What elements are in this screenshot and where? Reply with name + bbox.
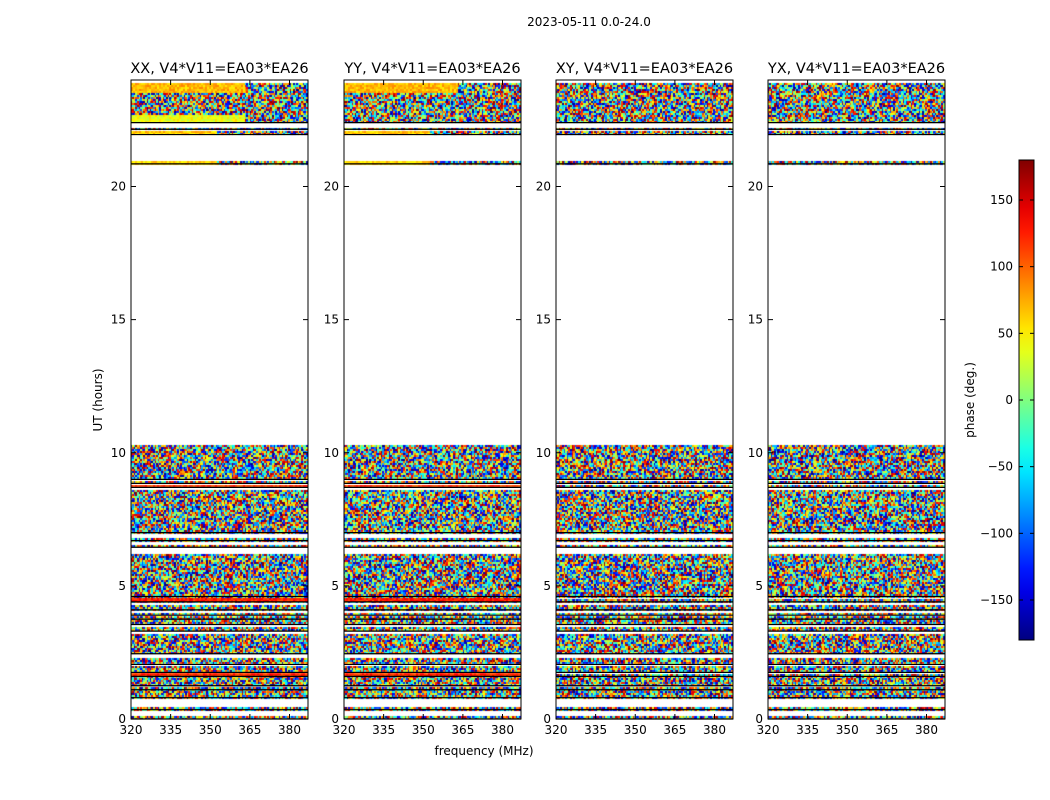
x-tick-label: 365 [663, 723, 686, 737]
x-tick-label: 350 [412, 723, 435, 737]
colorbar-tick-label: 100 [990, 260, 1013, 274]
panel-xy: XY, V4*V11=EA03*EA26 320 335 350 365 380 0 5 10 1… [536, 61, 734, 737]
panel-title: YX, V4*V11=EA03*EA26 [767, 61, 945, 77]
x-tick-label: 320 [120, 723, 143, 737]
panels: XX, V4*V11=EA03*EA26 320 335 350 365 380 0 5 10 1… [111, 61, 946, 737]
phase-image-xx [131, 80, 308, 719]
colorbar-tick-label: 50 [998, 326, 1013, 340]
panel-xx: XX, V4*V11=EA03*EA26 320 335 350 365 380 0 5 10 1… [111, 61, 309, 737]
x-tick-label: 365 [875, 723, 898, 737]
x-tick-label: 335 [372, 723, 395, 737]
x-tick-label: 380 [278, 723, 301, 737]
y-tick-label: 20 [324, 180, 339, 194]
panel-title: XY, V4*V11=EA03*EA26 [556, 61, 733, 77]
colorbar-tick-label: 150 [990, 193, 1013, 207]
y-tick-label: 0 [755, 712, 763, 726]
panel-yy: YY, V4*V11=EA03*EA26 320 335 350 365 380 0 5 10 1… [324, 61, 522, 737]
y-tick-label: 0 [118, 712, 126, 726]
y-axis-label: UT (hours) [91, 368, 105, 431]
colorbar-tick-label: 0 [1005, 393, 1013, 407]
x-tick-label: 335 [584, 723, 607, 737]
x-tick-label: 320 [757, 723, 780, 737]
x-tick-label: 350 [199, 723, 222, 737]
y-tick-label: 20 [748, 180, 763, 194]
y-tick-label: 15 [748, 313, 763, 327]
x-tick-label: 320 [545, 723, 568, 737]
colorbar-tick-label: −50 [988, 460, 1013, 474]
y-tick-label: 10 [536, 446, 551, 460]
y-tick-label: 5 [543, 579, 551, 593]
axes-frame [767, 79, 946, 720]
panel-yx: YX, V4*V11=EA03*EA26 320 335 350 365 380 0 5 10 1… [748, 61, 946, 737]
colorbar-tick-label: −150 [980, 593, 1013, 607]
colorbar-tick-label: −100 [980, 526, 1013, 540]
phase-image-yx [768, 80, 945, 719]
y-tick-label: 0 [331, 712, 339, 726]
y-tick-label: 15 [536, 313, 551, 327]
panel-title: XX, V4*V11=EA03*EA26 [130, 61, 308, 77]
axes-frame [130, 79, 309, 720]
y-tick-label: 20 [111, 180, 126, 194]
y-tick-label: 0 [543, 712, 551, 726]
phase-image-xy [556, 80, 733, 719]
y-tick-label: 5 [755, 579, 763, 593]
x-tick-label: 365 [451, 723, 474, 737]
y-tick-label: 20 [536, 180, 551, 194]
colorbar-label: phase (deg.) [963, 362, 977, 438]
y-tick-label: 15 [324, 313, 339, 327]
panel-title: YY, V4*V11=EA03*EA26 [343, 61, 520, 77]
x-tick-label: 365 [238, 723, 261, 737]
x-tick-label: 350 [624, 723, 647, 737]
y-tick-label: 10 [324, 446, 339, 460]
y-tick-label: 5 [118, 579, 126, 593]
x-tick-label: 380 [703, 723, 726, 737]
x-tick-label: 320 [333, 723, 356, 737]
x-axis-label: frequency (MHz) [434, 744, 533, 758]
y-tick-label: 5 [331, 579, 339, 593]
colorbar: −150 −100 −50 0 50 100 150 phase (deg.) [963, 159, 1035, 641]
x-tick-label: 350 [836, 723, 859, 737]
x-tick-label: 380 [915, 723, 938, 737]
figure-suptitle: 2023-05-11 0.0-24.0 [527, 15, 651, 29]
phase-image-yy [344, 80, 521, 719]
y-tick-label: 10 [748, 446, 763, 460]
y-tick-label: 15 [111, 313, 126, 327]
x-tick-label: 335 [159, 723, 182, 737]
x-tick-label: 380 [491, 723, 514, 737]
axes-frame [555, 79, 734, 720]
x-tick-label: 335 [796, 723, 819, 737]
y-tick-label: 10 [111, 446, 126, 460]
axes-frame [343, 79, 522, 720]
